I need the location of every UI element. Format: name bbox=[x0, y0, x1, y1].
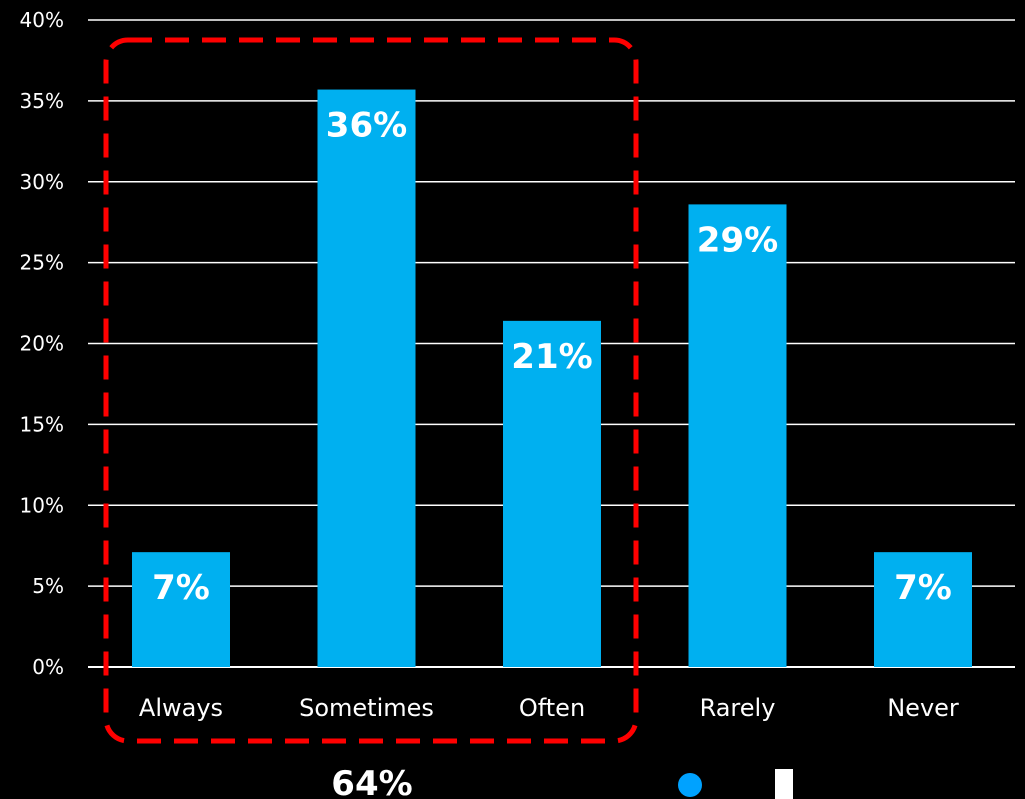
category-label: Never bbox=[887, 694, 959, 722]
y-tick-label: 0% bbox=[32, 655, 64, 679]
highlight-box bbox=[103, 37, 639, 744]
data-label: 21% bbox=[511, 337, 592, 377]
category-label: Rarely bbox=[700, 694, 776, 722]
y-tick-label: 20% bbox=[20, 332, 64, 356]
y-tick-label: 15% bbox=[20, 412, 64, 436]
y-axis-tick-labels: 0% 5% 10% 15% 20% 25% 30% 35% 40% bbox=[20, 8, 64, 679]
y-tick-label: 5% bbox=[32, 574, 64, 598]
category-label: Always bbox=[139, 694, 223, 722]
data-labels: 7% 36% 21% 29% 7% bbox=[152, 106, 952, 609]
category-label: Often bbox=[519, 694, 585, 722]
y-tick-label: 40% bbox=[20, 8, 64, 32]
highlight-total-label: 64% bbox=[331, 764, 412, 799]
data-label: 29% bbox=[697, 220, 778, 260]
bars bbox=[132, 89, 972, 668]
data-label: 7% bbox=[894, 568, 952, 608]
bar bbox=[874, 552, 972, 667]
bar bbox=[317, 89, 416, 668]
data-label: 36% bbox=[326, 106, 407, 146]
y-tick-label: 30% bbox=[20, 170, 64, 194]
y-tick-label: 35% bbox=[20, 89, 64, 113]
y-tick-label: 25% bbox=[20, 251, 64, 275]
legend-marker bbox=[678, 773, 702, 797]
y-tick-label: 10% bbox=[20, 493, 64, 517]
legend-marker bbox=[775, 769, 793, 799]
x-axis-category-labels: Always Sometimes Often Rarely Never bbox=[139, 694, 959, 722]
bar bbox=[503, 320, 601, 667]
category-label: Sometimes bbox=[299, 694, 434, 722]
bar bbox=[132, 552, 230, 667]
bar bbox=[688, 204, 787, 667]
legend bbox=[678, 769, 793, 799]
data-label: 7% bbox=[152, 568, 210, 608]
